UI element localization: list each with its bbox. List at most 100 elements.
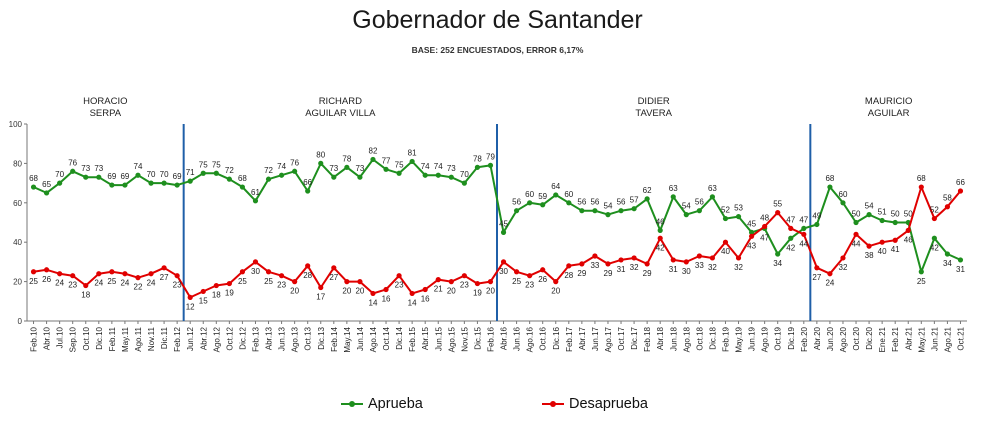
- x-tick-label: Abr.10: [43, 326, 52, 350]
- data-point-desaprueba: [879, 239, 885, 245]
- data-label-aprueba: 74: [277, 162, 286, 171]
- x-tick-label: Feb.12: [173, 326, 182, 351]
- data-point-desaprueba: [683, 259, 689, 265]
- data-label-aprueba: 51: [878, 208, 887, 217]
- x-tick-label: Abr.21: [904, 326, 913, 350]
- period-label-line1: HORACIO: [83, 96, 127, 107]
- data-point-desaprueba: [57, 271, 63, 277]
- data-point-desaprueba: [892, 237, 898, 243]
- x-tick-label: Abr.12: [199, 326, 208, 350]
- x-tick-label: Dic.16: [552, 326, 561, 349]
- data-point-desaprueba: [435, 277, 441, 283]
- data-label-desaprueba: 44: [852, 239, 861, 248]
- data-point-aprueba: [918, 269, 924, 275]
- data-point-aprueba: [213, 170, 219, 176]
- data-label-aprueba: 69: [107, 172, 116, 181]
- data-point-desaprueba: [605, 261, 611, 267]
- data-point-desaprueba: [748, 233, 755, 239]
- data-label-desaprueba: 14: [408, 298, 417, 307]
- data-label-aprueba: 70: [160, 170, 169, 179]
- data-label-desaprueba: 32: [839, 263, 848, 272]
- data-point-aprueba: [122, 182, 128, 188]
- x-tick-label: Nov.15: [460, 326, 469, 351]
- data-label-desaprueba: 66: [956, 178, 965, 187]
- data-point-aprueba: [43, 190, 50, 196]
- data-point-desaprueba: [866, 243, 872, 249]
- data-label-aprueba: 45: [499, 219, 508, 228]
- data-label-desaprueba: 25: [107, 277, 116, 286]
- data-label-desaprueba: 29: [604, 269, 613, 278]
- x-tick-label: Jun.15: [434, 326, 443, 351]
- legend-label-desaprueba: Desaprueba: [569, 396, 648, 412]
- data-point-aprueba: [944, 251, 951, 257]
- data-label-desaprueba: 32: [734, 263, 743, 272]
- data-point-desaprueba: [905, 227, 911, 233]
- y-tick-label: 80: [13, 159, 22, 168]
- data-label-aprueba: 34: [943, 259, 952, 268]
- data-point-aprueba: [735, 213, 742, 220]
- data-label-aprueba: 78: [342, 154, 351, 163]
- data-label-desaprueba: 22: [134, 283, 143, 292]
- data-label-aprueba: 64: [551, 182, 560, 191]
- data-label-desaprueba: 19: [225, 289, 234, 298]
- data-point-desaprueba: [30, 269, 37, 275]
- data-label-aprueba: 54: [604, 202, 613, 211]
- data-point-aprueba: [30, 184, 37, 190]
- data-point-aprueba: [592, 208, 598, 214]
- data-label-desaprueba: 24: [94, 279, 103, 288]
- data-label-aprueba: 76: [290, 158, 299, 167]
- data-point-desaprueba: [252, 259, 259, 265]
- data-point-desaprueba: [474, 280, 481, 287]
- data-label-desaprueba: 23: [68, 281, 77, 290]
- data-label-aprueba: 72: [225, 166, 234, 175]
- data-label-aprueba: 45: [747, 219, 756, 228]
- data-point-aprueba: [370, 156, 376, 163]
- data-label-desaprueba: 43: [747, 241, 756, 250]
- x-tick-label: Dic.15: [473, 326, 482, 349]
- data-label-aprueba: 50: [891, 210, 900, 219]
- data-label-aprueba: 54: [865, 202, 874, 211]
- data-point-aprueba: [474, 164, 481, 170]
- data-point-aprueba: [631, 206, 637, 212]
- data-point-aprueba: [801, 225, 807, 232]
- x-tick-label: Dic.12: [238, 326, 247, 349]
- data-label-desaprueba: 28: [303, 271, 312, 280]
- data-label-aprueba: 34: [773, 259, 782, 268]
- data-point-aprueba: [827, 184, 833, 190]
- data-point-desaprueba: [213, 282, 219, 289]
- data-label-desaprueba: 29: [577, 269, 586, 278]
- x-tick-label: Ago.19: [761, 326, 770, 352]
- data-label-aprueba: 69: [120, 172, 129, 181]
- data-point-desaprueba: [383, 286, 389, 293]
- data-point-desaprueba: [566, 263, 572, 269]
- data-point-aprueba: [814, 221, 820, 228]
- x-tick-label: Oct.10: [82, 326, 91, 350]
- data-label-desaprueba: 25: [238, 277, 247, 286]
- x-tick-label: Feb.10: [30, 326, 39, 351]
- data-point-aprueba: [696, 208, 702, 214]
- data-label-desaprueba: 68: [917, 174, 926, 183]
- data-point-desaprueba: [644, 261, 650, 267]
- data-point-desaprueba: [696, 253, 702, 259]
- data-label-desaprueba: 25: [264, 277, 273, 286]
- data-label-aprueba: 50: [904, 210, 913, 219]
- data-point-aprueba: [435, 172, 441, 178]
- data-label-desaprueba: 26: [538, 275, 547, 284]
- data-label-aprueba: 25: [917, 277, 926, 286]
- data-label-desaprueba: 31: [669, 265, 678, 274]
- x-tick-label: Ago.17: [604, 326, 613, 352]
- chart-subtitle: BASE: 252 ENCUESTADOS, ERROR 6,17%: [411, 45, 584, 55]
- data-label-desaprueba: 27: [812, 273, 821, 282]
- data-point-aprueba: [722, 215, 729, 222]
- x-tick-label: Oct.21: [956, 326, 965, 350]
- data-point-desaprueba: [422, 286, 428, 293]
- data-point-desaprueba: [957, 188, 964, 194]
- data-point-aprueba: [318, 160, 324, 166]
- data-point-aprueba: [579, 208, 585, 214]
- data-point-desaprueba: [840, 255, 846, 261]
- legend-item-aprueba: Aprueba: [340, 396, 423, 412]
- x-tick-label: Jun.13: [278, 326, 287, 351]
- data-label-aprueba: 73: [81, 164, 90, 173]
- data-label-desaprueba: 48: [760, 213, 769, 222]
- data-point-desaprueba: [918, 184, 924, 190]
